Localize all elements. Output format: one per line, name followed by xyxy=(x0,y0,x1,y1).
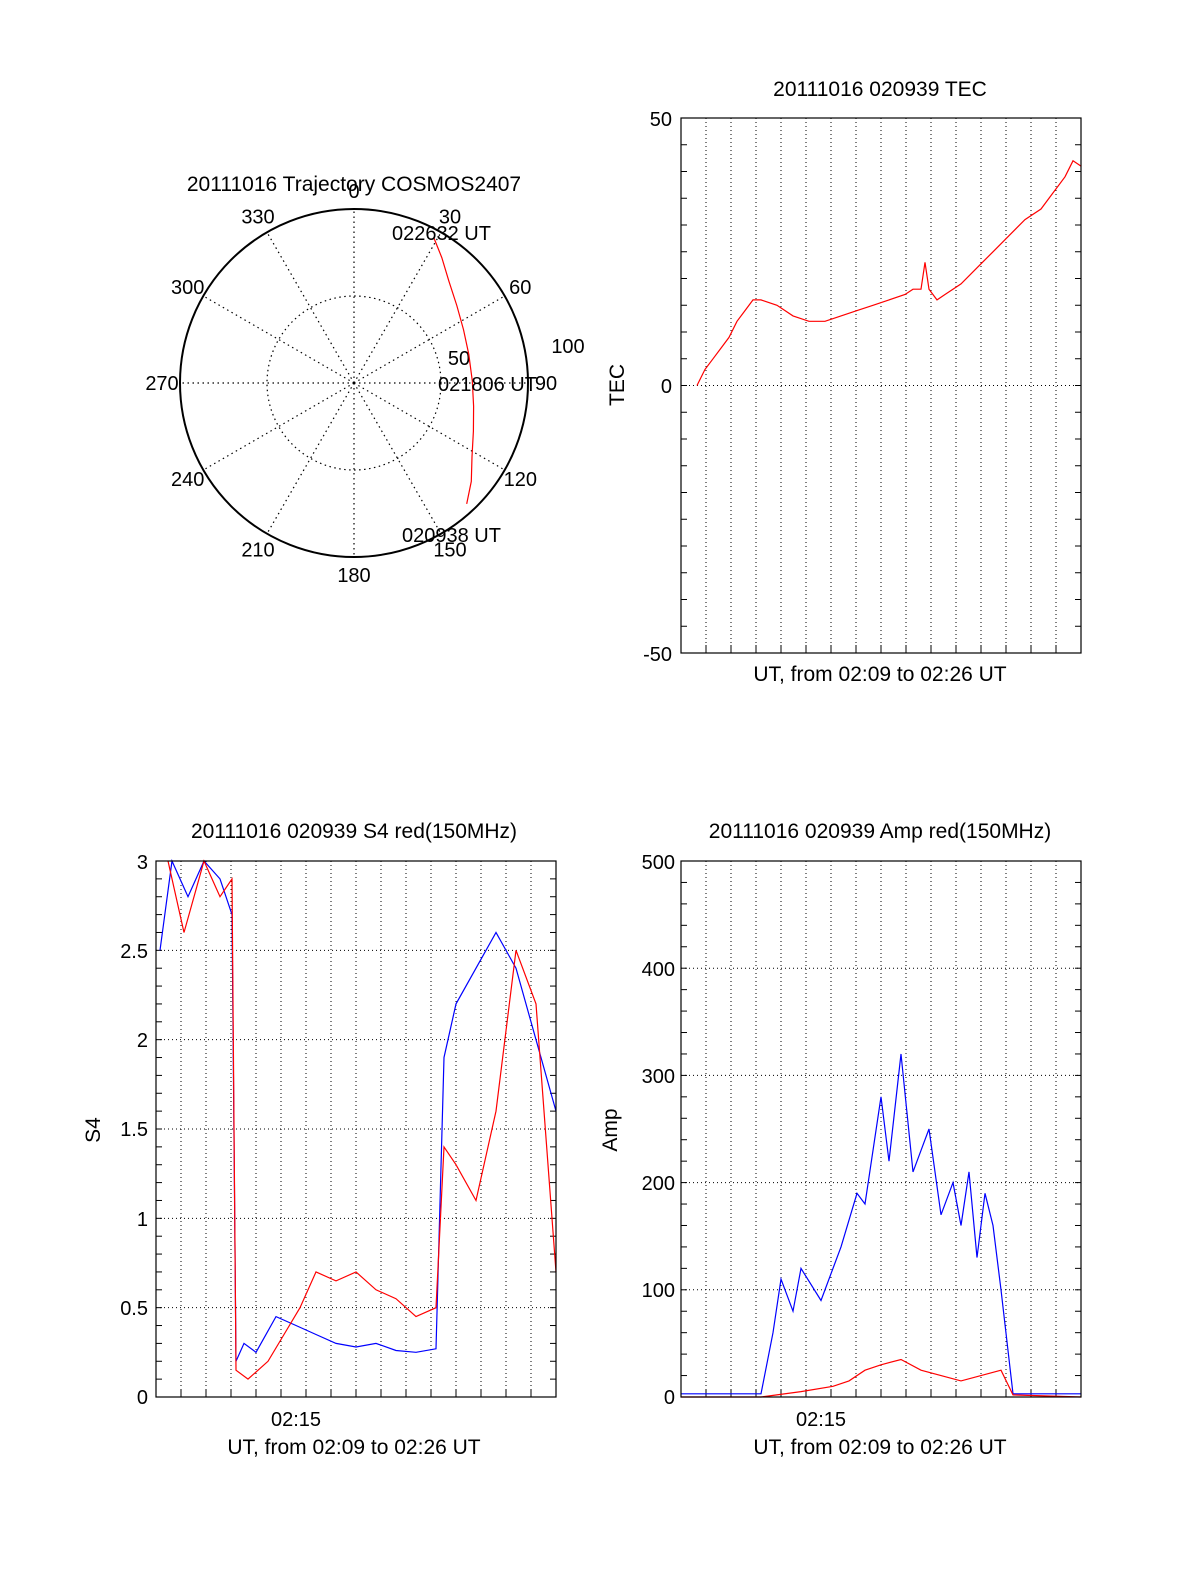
s4-title: 20111016 020939 S4 red(150MHz) xyxy=(191,820,517,843)
amp-y-axis-label: Amp xyxy=(599,1108,622,1151)
s4-grid xyxy=(156,861,556,1397)
s4-ytick-label: 0 xyxy=(137,1387,148,1409)
amp-xtick-label: 02:15 xyxy=(796,1409,846,1431)
trajectory-annotation-mid: 021806 UT xyxy=(438,374,537,396)
tec-ytick-label: 50 xyxy=(650,109,672,131)
amp-title: 20111016 020939 Amp red(150MHz) xyxy=(709,820,1051,843)
polar-radial-label-100: 100 xyxy=(551,336,584,358)
s4-red-series-line xyxy=(167,859,557,1380)
polar-azimuth-label: 180 xyxy=(337,565,370,587)
polar-grid-spoke xyxy=(353,382,505,471)
s4-x-axis-label: UT, from 02:09 to 02:26 UT xyxy=(227,1436,480,1459)
amp-ytick-label: 500 xyxy=(642,852,675,874)
s4-panel: 20111016 020939 S4 red(150MHz) 0 0.5 1 1… xyxy=(82,820,557,1459)
polar-azimuth-labels: 0 30 60 90 120 150 180 210 240 270 300 330 xyxy=(145,181,557,587)
s4-ytick-label: 3 xyxy=(137,852,148,874)
polar-azimuth-label: 300 xyxy=(171,277,204,299)
s4-ytick-label: 2.5 xyxy=(120,941,148,963)
tec-ytick-label: 0 xyxy=(661,376,672,398)
s4-ytick-label: 0.5 xyxy=(120,1298,148,1320)
s4-ytick-label: 1 xyxy=(137,1209,148,1231)
amp-ytick-label: 400 xyxy=(642,959,675,981)
polar-azimuth-label: 60 xyxy=(509,277,531,299)
trajectory-series-line xyxy=(433,238,475,505)
polar-azimuth-label: 240 xyxy=(171,469,204,491)
polar-azimuth-label: 270 xyxy=(145,373,178,395)
trajectory-title: 20111016 Trajectory COSMOS2407 xyxy=(187,173,521,196)
polar-azimuth-label: 210 xyxy=(241,539,274,561)
amp-ytick-label: 0 xyxy=(664,1387,675,1409)
tec-title: 20111016 020939 TEC xyxy=(773,78,987,101)
amp-plot-frame xyxy=(680,860,1082,1398)
amp-blue-series-line xyxy=(681,1053,1081,1395)
polar-grid-spoke xyxy=(203,295,355,384)
polar-grid-spoke xyxy=(203,382,355,471)
polar-azimuth-label: 330 xyxy=(241,207,274,229)
polar-radial-label-50: 50 xyxy=(448,348,470,370)
polar-azimuth-label: 90 xyxy=(535,373,557,395)
trajectory-panel: 20111016 Trajectory COSMOS2407 0 30 60 90 12… xyxy=(145,173,584,587)
s4-blue-series-line xyxy=(159,858,557,1362)
polar-azimuth-label: 150 xyxy=(433,539,466,561)
tec-series-line xyxy=(696,159,1082,386)
tec-x-axis-label: UT, from 02:09 to 02:26 UT xyxy=(753,663,1006,686)
polar-grid-spoke xyxy=(353,232,442,384)
s4-xtick-label: 02:15 xyxy=(271,1409,321,1431)
s4-ytick-label: 2 xyxy=(137,1030,148,1052)
polar-grid-spoke xyxy=(266,232,355,384)
polar-grid-spoke xyxy=(266,382,355,534)
tec-tick-marks xyxy=(681,144,1081,653)
trajectory-annotation-end: 022632 UT xyxy=(392,223,491,245)
polar-grid-ring xyxy=(266,295,442,471)
polar-grid xyxy=(180,209,528,557)
tec-plot-frame xyxy=(680,117,1082,654)
tec-panel: 20111016 020939 TEC 50 0 -50 TEC UT, fro… xyxy=(606,78,1082,686)
polar-outer-ring xyxy=(179,208,529,558)
s4-ytick-label: 1.5 xyxy=(120,1119,148,1141)
polar-grid-spoke xyxy=(353,295,505,384)
amp-tick-marks xyxy=(681,881,1081,1397)
s4-y-axis-label: S4 xyxy=(82,1117,105,1143)
amp-panel: 20111016 020939 Amp red(150MHz) 0 100 20… xyxy=(599,820,1082,1459)
tec-grid xyxy=(681,118,1081,653)
polar-azimuth-label: 120 xyxy=(504,469,537,491)
tec-ytick-label: -50 xyxy=(643,644,672,666)
amp-x-axis-label: UT, from 02:09 to 02:26 UT xyxy=(753,1436,1006,1459)
amp-grid xyxy=(681,861,1081,1397)
trajectory-annotation-start: 020938 UT xyxy=(402,525,501,547)
amp-red-series-line xyxy=(681,1358,1082,1398)
tec-y-axis-label: TEC xyxy=(606,364,629,406)
amp-ytick-label: 300 xyxy=(642,1066,675,1088)
polar-azimuth-label: 0 xyxy=(348,181,359,203)
amp-ytick-label: 200 xyxy=(642,1173,675,1195)
polar-grid-spoke xyxy=(353,382,442,534)
amp-ytick-label: 100 xyxy=(642,1280,675,1302)
s4-plot-frame xyxy=(155,860,557,1398)
polar-azimuth-label: 30 xyxy=(439,207,461,229)
